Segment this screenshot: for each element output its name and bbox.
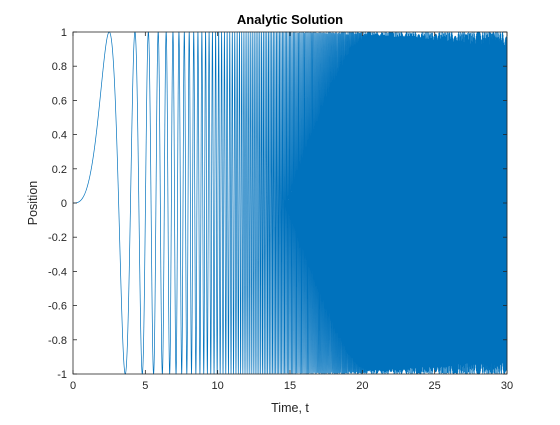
x-tick-label: 0	[70, 380, 76, 392]
x-tick-label: 30	[501, 380, 513, 392]
y-tick-label: 0.2	[52, 164, 67, 176]
series-line	[72, 31, 508, 375]
x-tick-label: 20	[356, 380, 368, 392]
y-tick-label: -0.8	[48, 335, 67, 347]
y-tick-label: 0	[61, 198, 67, 210]
y-tick-label: 0.4	[52, 130, 67, 142]
y-tick-label: 0.8	[52, 61, 67, 73]
y-tick-label: -1	[57, 369, 67, 381]
ticks-layer: 0 5 10 15 20 25 30 -1 -0.8 -0.6 -0.4 -0.2 0 0.2 0.4 0.6…	[48, 27, 513, 392]
y-tick-label: -0.4	[48, 266, 67, 278]
y-tick-label: 0.6	[52, 95, 67, 107]
x-tick-label: 10	[212, 380, 224, 392]
y-tick-label: -0.6	[48, 301, 67, 313]
chart-title: Analytic Solution	[237, 12, 343, 27]
y-axis-label: Position	[26, 181, 40, 226]
y-tick-label: -0.2	[48, 232, 67, 244]
x-tick-label: 5	[142, 380, 148, 392]
x-tick-label: 25	[429, 380, 441, 392]
y-tick-label: 1	[61, 27, 67, 39]
x-axis-label: Time, t	[271, 401, 309, 415]
x-tick-label: 15	[284, 380, 296, 392]
series-layer	[72, 31, 508, 375]
